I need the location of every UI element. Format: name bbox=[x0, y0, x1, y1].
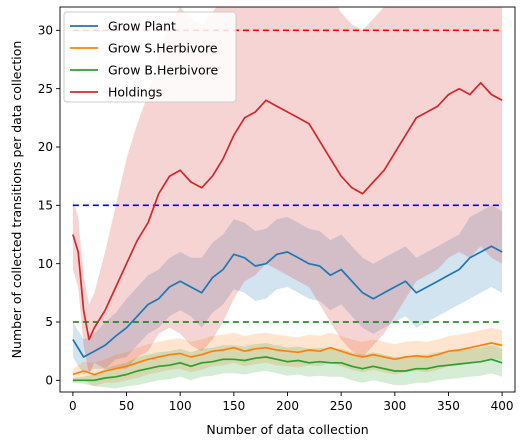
line-grow-b-herbivore bbox=[72, 356, 503, 382]
y-tick-label: 15 bbox=[38, 199, 53, 213]
x-axis-ticks: 0 50 100 150 200 250 300 350 400 bbox=[69, 392, 514, 413]
x-tick-label: 350 bbox=[437, 399, 460, 413]
x-tick-label: 250 bbox=[330, 399, 353, 413]
y-axis-label: Number of collected transitions per data… bbox=[9, 41, 24, 359]
legend-label-grow-b-herbivore: Grow B.Herbivore bbox=[108, 63, 218, 78]
x-tick-label: 0 bbox=[69, 399, 77, 413]
legend: Grow Plant Grow S.Herbivore Grow B.Herbivo… bbox=[63, 11, 237, 103]
x-tick-label: 300 bbox=[383, 399, 406, 413]
legend-label-grow-s-herbivore: Grow S.Herbivore bbox=[108, 41, 218, 56]
x-tick-label: 200 bbox=[276, 399, 299, 413]
legend-label-holdings: Holdings bbox=[108, 85, 162, 100]
x-tick-label: 150 bbox=[222, 399, 245, 413]
line-grow-plant bbox=[72, 245, 503, 358]
x-tick-label: 100 bbox=[169, 399, 192, 413]
line-holdings bbox=[72, 81, 503, 341]
y-axis-ticks: 0 5 10 15 20 25 30 bbox=[38, 24, 60, 388]
legend-box bbox=[63, 11, 237, 103]
y-tick-label: 25 bbox=[38, 82, 53, 96]
legend-label-grow-plant: Grow Plant bbox=[108, 19, 176, 34]
y-tick-label: 0 bbox=[45, 374, 53, 388]
x-axis-label: Number of data collection bbox=[206, 422, 368, 437]
y-tick-label: 5 bbox=[45, 315, 53, 329]
x-tick-label: 50 bbox=[119, 399, 134, 413]
x-tick-label: 400 bbox=[491, 399, 514, 413]
line-grow-s-herbivore bbox=[72, 342, 503, 376]
band-grow-plant bbox=[72, 205, 503, 375]
y-tick-label: 10 bbox=[38, 257, 53, 271]
series-lines bbox=[72, 81, 503, 382]
y-tick-label: 20 bbox=[38, 140, 53, 154]
y-tick-label: 30 bbox=[38, 24, 53, 38]
